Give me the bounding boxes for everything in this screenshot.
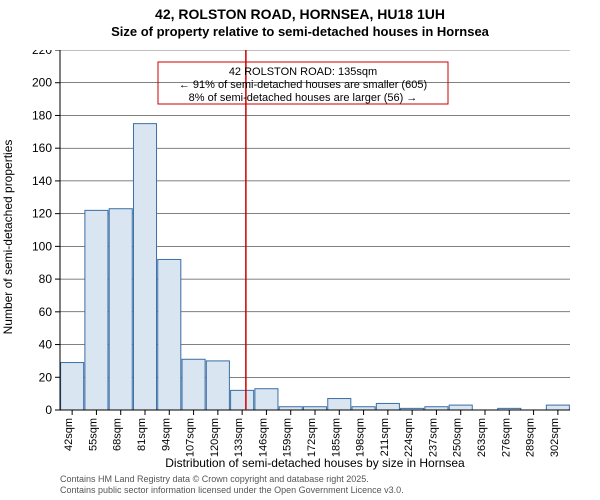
y-tick-label: 220 bbox=[32, 50, 52, 57]
y-tick-label: 80 bbox=[39, 272, 53, 286]
x-tick-label: 94sqm bbox=[160, 418, 172, 451]
x-tick-label: 185sqm bbox=[330, 418, 342, 457]
x-tick-label: 263sqm bbox=[476, 418, 488, 457]
histogram-bar bbox=[206, 361, 229, 410]
chart-container: 42, ROLSTON ROAD, HORNSEA, HU18 1UH Size… bbox=[0, 0, 600, 500]
histogram-bar bbox=[182, 359, 205, 410]
annotation-line-3: 8% of semi-detached houses are larger (5… bbox=[189, 92, 418, 104]
y-tick-label: 100 bbox=[32, 239, 52, 253]
x-tick-label: 237sqm bbox=[427, 418, 439, 457]
histogram-bar bbox=[158, 259, 181, 410]
y-tick-label: 0 bbox=[45, 403, 52, 417]
annotation-line-2: ← 91% of semi-detached houses are smalle… bbox=[179, 79, 427, 91]
y-tick-label: 180 bbox=[32, 108, 52, 122]
chart-title-2: Size of property relative to semi-detach… bbox=[0, 22, 600, 39]
x-tick-label: 68sqm bbox=[112, 418, 124, 451]
y-axis-label: Number of semi-detached properties bbox=[1, 140, 15, 335]
x-tick-label: 55sqm bbox=[87, 418, 99, 451]
chart-title-1: 42, ROLSTON ROAD, HORNSEA, HU18 1UH bbox=[0, 0, 600, 22]
y-tick-label: 200 bbox=[32, 76, 52, 90]
x-axis-label: Distribution of semi-detached houses by … bbox=[60, 456, 570, 470]
x-tick-label: 198sqm bbox=[355, 418, 367, 457]
x-tick-label: 224sqm bbox=[403, 418, 415, 457]
histogram-bar bbox=[61, 363, 84, 410]
histogram-bar bbox=[449, 405, 472, 410]
y-tick-label: 40 bbox=[39, 338, 53, 352]
histogram-bar bbox=[328, 399, 351, 410]
histogram-bar bbox=[133, 124, 156, 410]
y-tick-label: 160 bbox=[32, 141, 52, 155]
annotation-line-1: 42 ROLSTON ROAD: 135sqm bbox=[229, 66, 377, 78]
x-tick-label: 211sqm bbox=[379, 418, 391, 456]
x-tick-label: 133sqm bbox=[233, 418, 245, 457]
x-tick-label: 289sqm bbox=[525, 418, 537, 457]
x-tick-label: 146sqm bbox=[257, 418, 269, 457]
x-tick-label: 159sqm bbox=[282, 418, 294, 457]
footer-line-1: Contains HM Land Registry data © Crown c… bbox=[60, 474, 404, 485]
footer-line-2: Contains public sector information licen… bbox=[60, 485, 404, 496]
y-tick-label: 20 bbox=[39, 370, 53, 384]
histogram-bar bbox=[231, 390, 254, 410]
histogram-bar bbox=[109, 209, 132, 410]
y-tick-label: 120 bbox=[32, 207, 52, 221]
x-tick-label: 42sqm bbox=[63, 418, 75, 451]
y-tick-label: 140 bbox=[32, 174, 52, 188]
histogram-bar bbox=[85, 210, 108, 410]
histogram-bar bbox=[376, 403, 399, 410]
histogram-bar bbox=[546, 405, 569, 410]
x-tick-label: 250sqm bbox=[452, 418, 464, 457]
x-tick-label: 107sqm bbox=[185, 418, 197, 457]
y-tick-label: 60 bbox=[39, 305, 53, 319]
footer-attribution: Contains HM Land Registry data © Crown c… bbox=[60, 474, 404, 496]
x-tick-label: 81sqm bbox=[136, 418, 148, 451]
chart-svg: 0 20 40 60 80 100 120 140 160 180 200 220 42sqm 55sqm… bbox=[20, 50, 570, 460]
x-tick-label: 276sqm bbox=[500, 418, 512, 457]
plot-area: 02040608010012014016018020022042sqm55sqm… bbox=[20, 50, 530, 410]
x-tick-label: 120sqm bbox=[209, 418, 221, 457]
histogram-bar bbox=[255, 389, 278, 410]
x-tick-label: 172sqm bbox=[306, 418, 318, 457]
x-tick-label: 302sqm bbox=[549, 418, 561, 457]
